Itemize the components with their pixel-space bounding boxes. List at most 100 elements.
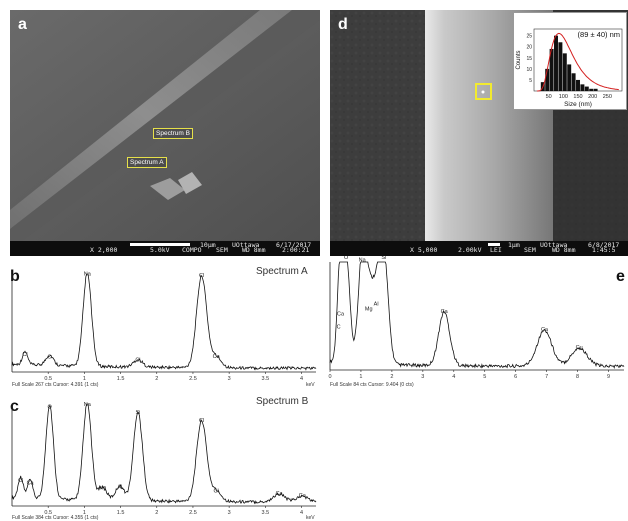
spectrum-c-peak-label: Na [84,402,92,408]
histogram-xlabel: Size (nm) [564,101,592,108]
spectrum-e-tick-label: 4 [452,374,455,380]
spectrum-c-tick-label: 1.5 [117,510,125,516]
spectrum-e-tick-label: 5 [483,374,486,380]
panel-label-e: e [616,268,625,285]
size-histogram-inset: 50 100 150 200 250 5 10 15 20 25 (89 ± 40) nm Size … [513,12,627,110]
scale-text-a: 10µm [200,241,216,249]
panel-label-c: c [10,398,19,415]
histogram-fit-curve [536,32,619,92]
histogram-bar [571,73,576,91]
spectrum-b-peak-label: Cl [199,273,204,279]
magnification-a: X 2,000 [90,246,118,254]
spectrum-a-box: Spectrum A [127,157,167,168]
time-d: 1:45:5 [592,246,616,254]
date-a: 6/17/2017 [276,241,312,249]
spectrum-e-peak-label: C [337,324,341,330]
institution-a: UOttawa [232,241,260,249]
spectrum-chart-b: Na Cl O Cl Cl Ca 0.5 1 1.5 2 2.5 3 3.5 4 [11,271,317,382]
spectrum-b-spectrum-line [11,273,317,371]
spectrum-b-peak-label: Ca [213,354,221,360]
histogram-bar [593,88,598,91]
spectrum-c-peak-label: Cl [18,478,23,484]
spectrum-c-peak-label: O [47,405,52,411]
spectrum-e-tick-label: 3 [421,374,424,380]
histogram-x-tick: 250 [603,94,612,100]
histogram-bar [589,88,594,91]
spectrum-panel-e: e C Ca O Na Mg Al Si Ca Ca Cu 0 1 2 3 4 5 6 7 8 9 Full Scal… [326,256,628,388]
sem-databar-a: X 2,000 5.0kV COMPO 10µm UOttawa 6/17/20… [10,241,320,256]
spectrum-c-tick-label: 3.5 [262,510,270,516]
histogram-bar [576,79,580,91]
spectrum-e-peak-label: Al [374,301,379,307]
spectrum-b-peak-label: Cl [22,352,27,358]
spectrum-c-peak-label: Ca [27,480,35,486]
histogram-bar [580,84,585,91]
spectrum-b-tick-label: 1.5 [117,376,125,382]
spectrum-e-peak-label: Cu [576,345,583,351]
spectrum-b-peak-label: O [47,355,52,361]
histogram-x-tick: 200 [588,94,597,100]
spectrum-footer-c: Full Scale 384 cts Cursor: 4.355 (1 cts) [12,515,99,521]
histogram-y-tick: 10 [526,67,532,73]
scale-text-d: 1µm [508,241,520,249]
panel-label-a: a [18,16,27,33]
histogram-annotation: (89 ± 40) nm [578,30,620,39]
mode-a: COMPO [182,246,202,254]
spectrum-c-tick-label: 3 [228,510,231,516]
spectrum-c-peak-label: Ca [299,493,307,499]
spectrum-c-peak-label: Cl [214,488,219,494]
unit-label-b: keV [306,382,315,388]
histogram-y-tick: 15 [526,56,532,62]
histogram-bar [545,68,550,91]
spectrum-b-tick-label: 0.5 [44,376,52,382]
spectrum-e-tick-label: 7 [545,374,548,380]
spectrum-b-tick-label: 4 [300,376,303,382]
scale-bar-a [130,243,190,246]
spectrum-c-tick-label: 4 [300,510,303,516]
spectrum-e-tick-label: 9 [607,374,610,380]
spectrum-panel-b: b Spectrum A Na Cl O Cl Cl Ca 0.5 1 1.5 2 2.5 3 3.5 4… [0,262,320,390]
spectrum-c-tick-label: 0.5 [44,510,52,516]
histogram-ylabel: Counts [516,50,522,69]
spectrum-b-tick-label: 2 [155,376,158,382]
spectrum-c-peak-label: Si [135,410,140,416]
spectrum-e-peak-label: Mg [365,306,373,312]
time-a: 2:00:21 [282,246,310,254]
wd-d: WD 8mm [552,246,576,254]
sem-image-d-graphic [330,10,628,241]
institution-d: UOttawa [540,241,568,249]
spectrum-e-tick-label: 2 [390,374,393,380]
histogram-y-tick: 5 [529,78,532,84]
histogram-bar [567,64,572,91]
spectrum-e-spectrum-line [329,261,625,369]
histogram-x-tick: 50 [546,94,552,100]
panel-label-d: d [338,16,348,33]
histogram-bar [558,42,563,91]
voltage-d: 2.00kV [458,246,482,254]
unit-label-c: keV [306,515,315,521]
region-marker-d [475,83,492,100]
spectrum-e-tick-label: 8 [576,374,579,380]
histogram-y-tick: 25 [526,34,532,40]
histogram-y-tick: 20 [526,45,532,51]
sem-image-d: d 50 100 150 200 250 5 10 15 20 25 (89 ± 40) nm Siz… [330,10,628,256]
spectrum-e-peak-label: Ca [337,312,345,318]
spectrum-e-tick-label: 1 [359,374,362,380]
spectrum-e-peak-label: O [344,256,349,261]
detector-a: SEM [216,246,228,254]
spectrum-title-b: Spectrum A [256,266,308,277]
spectrum-e-peak-label: Na [359,258,367,264]
histogram-x-tick: 100 [559,94,568,100]
spectrum-footer-e: Full Scale 84 cts Cursor: 9.404 (0 cts) [330,382,414,388]
spectrum-e-peak-label: Si [381,256,386,261]
histogram-bar [554,35,558,91]
spectrum-e-tick-label: 0 [328,374,331,380]
spectrum-c-peak-label: Al [117,484,122,490]
voltage-a: 5.0kV [150,246,170,254]
spectrum-c-spectrum-line [11,403,317,505]
detector-d: SEM [524,246,536,254]
spectrum-c-tick-label: 2.5 [189,510,197,516]
spectrum-c-peak-label: Ca [276,491,284,497]
wd-a: WD 8mm [242,246,266,254]
